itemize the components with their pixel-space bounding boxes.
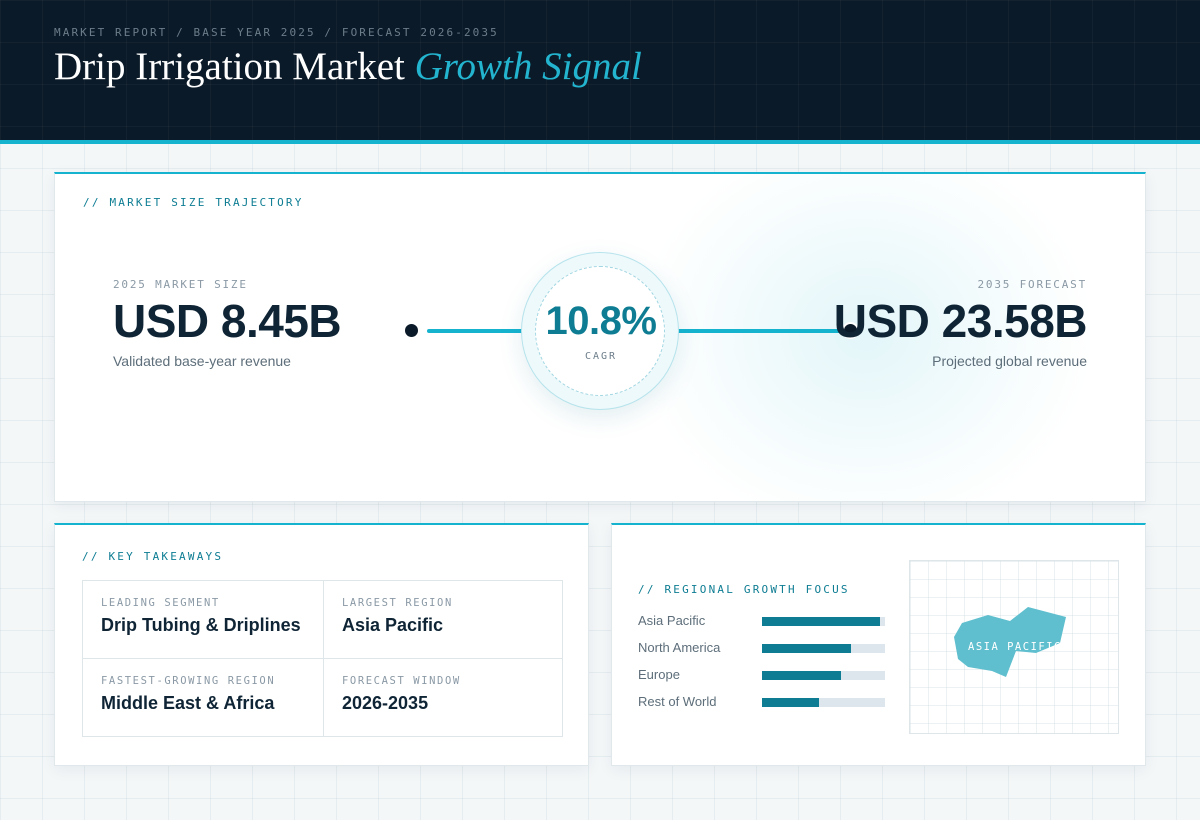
- trajectory-card-label: // MARKET SIZE TRAJECTORY: [83, 196, 304, 209]
- end-point-dot: [842, 322, 859, 339]
- takeaway-forecast-window: FORECAST WINDOW 2026-2035: [323, 658, 563, 736]
- report-kicker: MARKET REPORT / BASE YEAR 2025 / FORECAS…: [54, 26, 499, 39]
- takeaway-value: Middle East & Africa: [101, 693, 275, 713]
- region-map: ASIA PACIFIC: [909, 560, 1119, 734]
- takeaway-kicker: FASTEST-GROWING REGION: [101, 675, 276, 687]
- takeaways-grid: LEADING SEGMENT Drip Tubing & Driplines …: [82, 580, 563, 737]
- regional-growth-card: // REGIONAL GROWTH FOCUS Asia Pacific No…: [611, 523, 1146, 766]
- takeaway-largest-region: LARGEST REGION Asia Pacific: [323, 581, 563, 659]
- region-row: Rest of World: [638, 694, 888, 710]
- forecast-value: USD 23.58B: [833, 295, 1088, 347]
- key-takeaways-card: // KEY TAKEAWAYS LEADING SEGMENT Drip Tu…: [54, 523, 589, 766]
- region-bar-track: [762, 671, 885, 680]
- asia-pacific-map-shape: [954, 607, 1066, 677]
- region-bar-track: [762, 644, 885, 653]
- cagr-label: CAGR: [584, 351, 618, 362]
- base-year-kicker: 2025 MARKET SIZE: [113, 278, 248, 291]
- start-point-dot: [403, 322, 420, 339]
- cagr-inner-ring: 10.8% CAGR: [535, 266, 665, 396]
- market-size-trajectory-card: // MARKET SIZE TRAJECTORY 2025 MARKET SI…: [54, 172, 1146, 502]
- region-bar-fill: [762, 617, 881, 626]
- background-glow: [635, 174, 1095, 501]
- region-bar-track: [762, 617, 885, 626]
- forecast-kicker: 2035 FORECAST: [977, 278, 1087, 291]
- forecast-sub: Projected global revenue: [932, 353, 1087, 369]
- base-year-value: USD 8.45B: [113, 295, 342, 347]
- title-accent: Growth Signal: [414, 45, 642, 88]
- region-bar-fill: [762, 671, 841, 680]
- takeaways-card-label: // KEY TAKEAWAYS: [82, 550, 224, 563]
- takeaway-kicker: FORECAST WINDOW: [342, 675, 461, 687]
- takeaway-kicker: LARGEST REGION: [342, 597, 453, 609]
- region-bar-track: [762, 698, 885, 707]
- takeaway-value: Drip Tubing & Driplines: [101, 615, 301, 635]
- regional-card-label: // REGIONAL GROWTH FOCUS: [638, 583, 850, 596]
- region-bar-fill: [762, 698, 819, 707]
- region-name: Asia Pacific: [638, 613, 706, 628]
- cagr-badge: 10.8% CAGR: [521, 252, 679, 410]
- title-main: Drip Irrigation Market: [54, 45, 405, 88]
- region-name: Europe: [638, 667, 680, 682]
- cagr-value: 10.8%: [545, 299, 657, 343]
- report-header: MARKET REPORT / BASE YEAR 2025 / FORECAS…: [0, 0, 1200, 144]
- region-bar-fill: [762, 644, 851, 653]
- region-row: Asia Pacific: [638, 613, 888, 629]
- map-region-label: ASIA PACIFIC: [968, 641, 1062, 653]
- region-name: North America: [638, 640, 721, 655]
- takeaway-kicker: LEADING SEGMENT: [101, 597, 220, 609]
- takeaway-value: Asia Pacific: [342, 615, 444, 635]
- base-year-sub: Validated base-year revenue: [113, 353, 291, 369]
- takeaway-value: 2026-2035: [342, 693, 429, 713]
- page-title: Drip Irrigation Market Growth Signal: [54, 44, 642, 89]
- takeaway-leading-segment: LEADING SEGMENT Drip Tubing & Driplines: [83, 581, 323, 659]
- takeaway-fastest-growing-region: FASTEST-GROWING REGION Middle East & Afr…: [83, 658, 323, 736]
- region-row: North America: [638, 640, 888, 656]
- region-row: Europe: [638, 667, 888, 683]
- region-name: Rest of World: [638, 694, 717, 709]
